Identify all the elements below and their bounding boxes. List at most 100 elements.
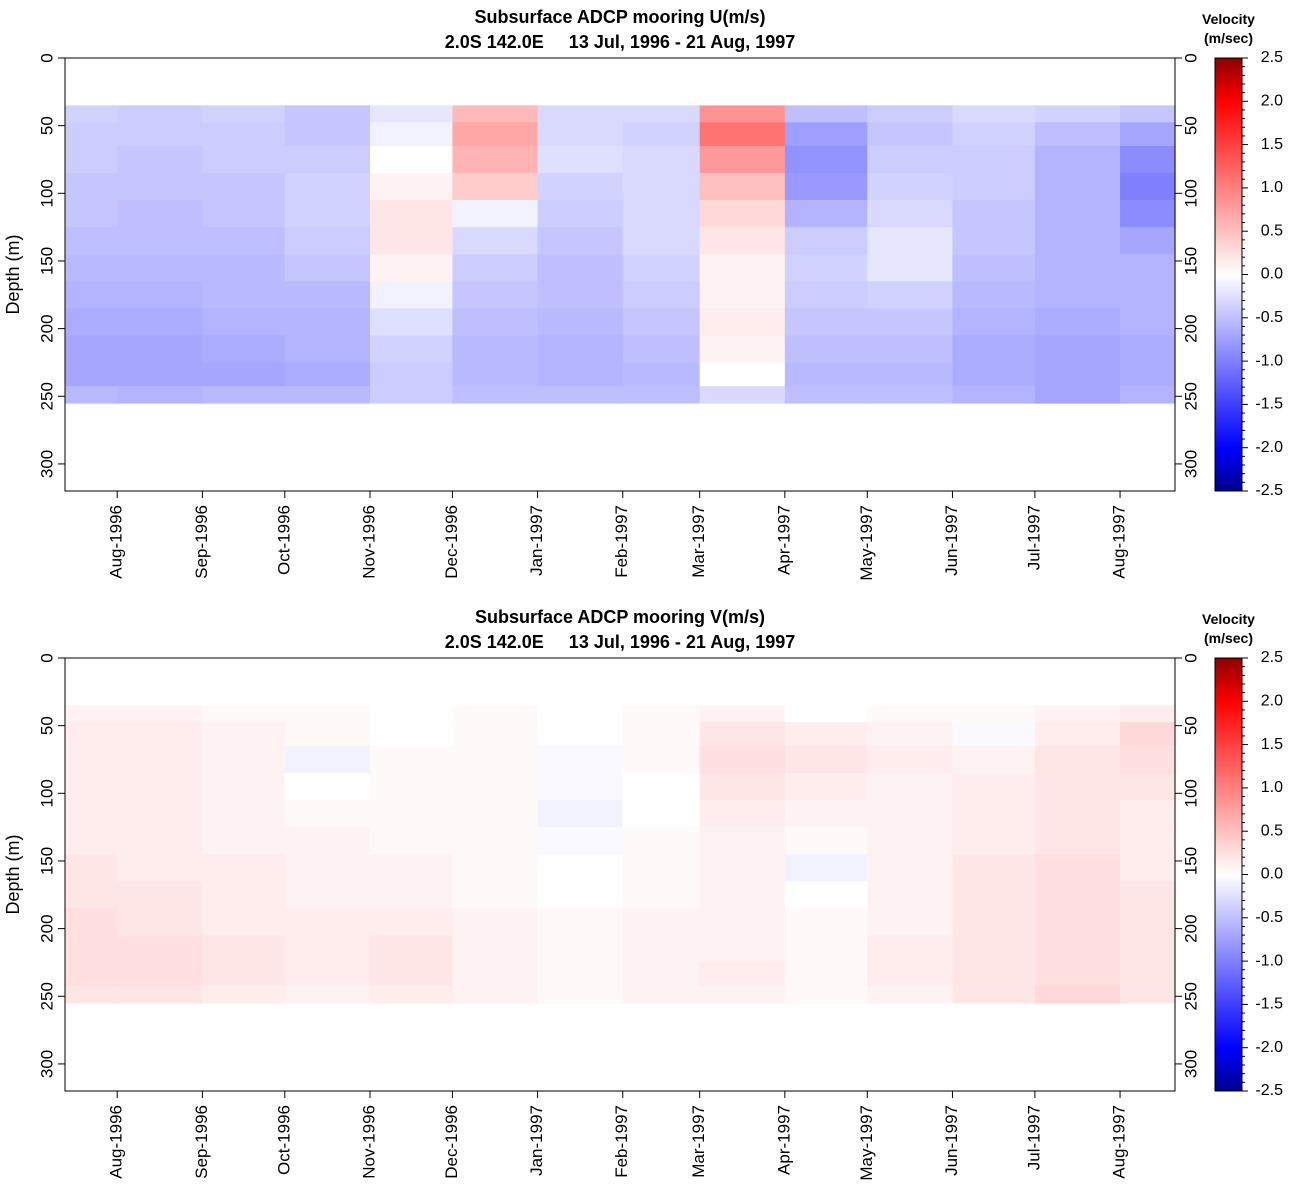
heatmap-cell	[537, 935, 624, 964]
heatmap-cell	[622, 386, 701, 404]
heatmap-cell	[202, 254, 286, 282]
colorbar-tick-label: 1.5	[1261, 136, 1283, 153]
heatmap-cell	[117, 962, 203, 987]
heatmap-cell	[117, 745, 203, 774]
heatmap-cell	[284, 705, 371, 723]
heatmap-cell	[537, 773, 624, 801]
colorbar	[1214, 57, 1243, 492]
heatmap-cell	[784, 335, 868, 364]
y-tick-label: 0	[37, 53, 56, 62]
heatmap-cell	[537, 173, 624, 201]
colorbar-tick-label: -0.5	[1255, 309, 1283, 326]
chart-subtitle: 2.0S 142.0E 13 Jul, 1996 - 21 Aug, 1997	[445, 632, 796, 652]
heatmap-cell	[622, 908, 701, 936]
heatmap-cell	[452, 745, 539, 774]
x-tick-label: Jun-1997	[942, 505, 961, 576]
heatmap-cell	[952, 281, 1036, 309]
heatmap-cell	[1034, 800, 1121, 828]
heatmap-cell	[867, 173, 954, 201]
x-tick-label: Oct-1996	[274, 1105, 293, 1175]
heatmap-cell	[622, 854, 701, 882]
heatmap-cell	[452, 935, 539, 964]
heatmap-cell	[537, 200, 624, 228]
heatmap-cell	[369, 745, 454, 774]
heatmap-cell	[622, 935, 701, 964]
heatmap-cell	[117, 308, 203, 336]
heatmap-cell	[1120, 881, 1176, 909]
colorbar-tick-label: 1.0	[1261, 779, 1283, 796]
y-axis-label: Depth (m)	[3, 234, 23, 314]
y-tick-label: 200	[37, 914, 56, 942]
heatmap-cell	[867, 935, 954, 964]
colorbar-unit: (m/sec)	[1204, 30, 1253, 46]
heatmap-cell	[1034, 773, 1121, 801]
heatmap-cell	[952, 827, 1036, 855]
heatmap-cell	[65, 200, 118, 228]
heatmap-cell	[202, 335, 286, 364]
heatmap-cell	[117, 335, 203, 364]
chart-title: Subsurface ADCP mooring V(m/s)	[475, 607, 765, 627]
heatmap-cell	[1034, 854, 1121, 882]
y-tick-label-right: 150	[1181, 247, 1200, 275]
heatmap-cell	[1034, 145, 1121, 174]
heatmap-cell	[452, 362, 539, 387]
colorbar-tick-label: -2.0	[1255, 439, 1283, 456]
heatmap-cell	[369, 254, 454, 282]
heatmap-cell	[784, 145, 868, 174]
heatmap-cell	[952, 986, 1036, 1004]
heatmap-cell	[1034, 962, 1121, 987]
heatmap-cell	[952, 773, 1036, 801]
plot-frame	[64, 657, 1176, 1092]
heatmap-cell	[537, 800, 624, 828]
heatmap-cell	[369, 881, 454, 909]
heatmap-cell	[1034, 745, 1121, 774]
heatmap-cell	[1034, 335, 1121, 364]
heatmap-cell	[284, 227, 371, 255]
heatmap-cell	[1120, 800, 1176, 828]
heatmap-cell	[622, 722, 701, 747]
heatmap-cell	[369, 335, 454, 364]
heatmap-cell	[784, 254, 868, 282]
heatmap-cell	[622, 281, 701, 309]
heatmap-cell	[537, 145, 624, 174]
heatmap-cell	[1034, 986, 1121, 1004]
colorbar-tick-label: -1.5	[1255, 996, 1283, 1013]
colorbar-tick-label: 2.5	[1261, 49, 1283, 66]
heatmap-cell	[65, 254, 118, 282]
heatmap-cell	[622, 173, 701, 201]
heatmap-cell	[867, 386, 954, 404]
heatmap-cell	[369, 173, 454, 201]
heatmap-cell	[65, 854, 118, 882]
heatmap-cell	[784, 173, 868, 201]
heatmap-cell	[1034, 173, 1121, 201]
heatmap-cell	[952, 227, 1036, 255]
heatmap-cell	[1034, 722, 1121, 747]
heatmap-cell	[202, 173, 286, 201]
heatmap-cell	[699, 854, 786, 882]
x-tick-label: Sep-1996	[192, 505, 211, 579]
heatmap-cell	[537, 335, 624, 364]
heatmap-cell	[452, 986, 539, 1004]
heatmap-cell	[65, 705, 118, 723]
heatmap-cell	[952, 705, 1036, 723]
heatmap-cell	[452, 962, 539, 987]
heatmap-cell	[202, 105, 286, 123]
colorbar-tick-label: -2.5	[1255, 1082, 1283, 1099]
heatmap-cell	[952, 935, 1036, 964]
heatmap-cell	[452, 122, 539, 147]
heatmap-cell	[117, 200, 203, 228]
heatmap-cell	[117, 773, 203, 801]
heatmap-cell	[117, 800, 203, 828]
colorbar-title: Velocity	[1202, 611, 1255, 627]
y-tick-label: 0	[37, 653, 56, 662]
heatmap-cell	[65, 227, 118, 255]
heatmap-cell	[117, 145, 203, 174]
heatmap-cell	[622, 227, 701, 255]
heatmap-cell	[65, 935, 118, 964]
heatmap-cell	[699, 827, 786, 855]
heatmap-cell	[952, 200, 1036, 228]
heatmap-cell	[867, 308, 954, 336]
heatmap-cell	[537, 745, 624, 774]
y-tick-label-right: 250	[1181, 982, 1200, 1010]
